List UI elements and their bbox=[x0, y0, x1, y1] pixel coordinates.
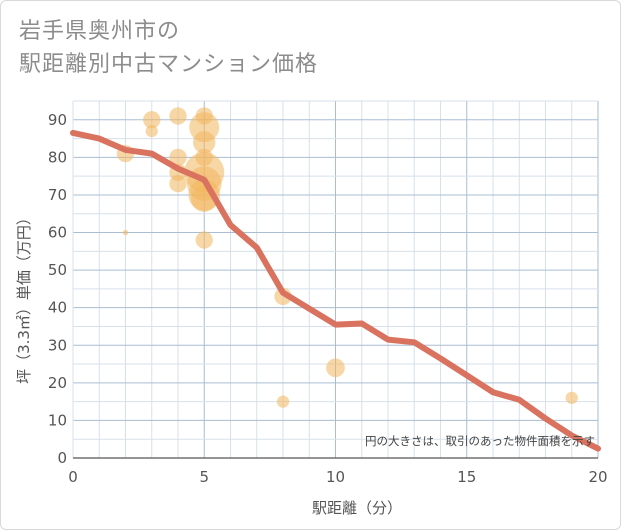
chart-title-line-2: 駅距離別中古マンション価格 bbox=[19, 52, 319, 77]
chart-title-line-1: 岩手県奥州市の bbox=[19, 19, 181, 44]
bubble-point-19 bbox=[326, 358, 345, 378]
x-tick-label: 0 bbox=[68, 468, 78, 486]
bubble-point-16 bbox=[195, 231, 213, 249]
bubble-point-18 bbox=[276, 395, 290, 408]
bubble-point-10 bbox=[193, 131, 216, 154]
y-tick-label: 0 bbox=[57, 449, 67, 467]
trend-line bbox=[70, 129, 601, 452]
x-tick-label: 10 bbox=[326, 468, 345, 486]
y-tick-label: 30 bbox=[48, 336, 67, 354]
x-tick-label: 20 bbox=[588, 468, 607, 486]
y-tick-label: 90 bbox=[48, 111, 67, 129]
axis-ticks: 0 5 10 15 20 0 10 20 30 40 50 60 70 80 90 bbox=[48, 111, 608, 486]
x-axis-label: 駅距離（分） bbox=[312, 499, 402, 517]
grid-lines bbox=[72, 100, 599, 458]
bubble-point-20 bbox=[565, 391, 578, 404]
y-tick-label: 40 bbox=[48, 299, 67, 317]
y-tick-label: 80 bbox=[48, 148, 67, 166]
size-annotation: 円の大きさは、取引のあった物件面積を示す bbox=[365, 434, 595, 448]
bubble-point-2 bbox=[143, 111, 161, 129]
y-axis-label: 坪（3.3㎡）単価（万円） bbox=[15, 210, 33, 384]
y-tick-label: 10 bbox=[48, 411, 67, 429]
y-tick-label: 70 bbox=[48, 186, 67, 204]
y-tick-label: 50 bbox=[48, 261, 67, 279]
x-tick-label: 5 bbox=[199, 468, 209, 486]
y-tick-label: 20 bbox=[48, 374, 67, 392]
bubble-point-3 bbox=[145, 124, 158, 138]
x-tick-label: 15 bbox=[457, 468, 476, 486]
bubble-point-7 bbox=[169, 175, 187, 193]
bubble-point-1 bbox=[122, 229, 129, 236]
chart-title: 岩手県奥州市の 駅距離別中古マンション価格 bbox=[19, 15, 579, 81]
y-tick-label: 60 bbox=[48, 224, 67, 242]
bubble-point-5 bbox=[169, 148, 187, 167]
bubble-point-4 bbox=[169, 107, 187, 125]
